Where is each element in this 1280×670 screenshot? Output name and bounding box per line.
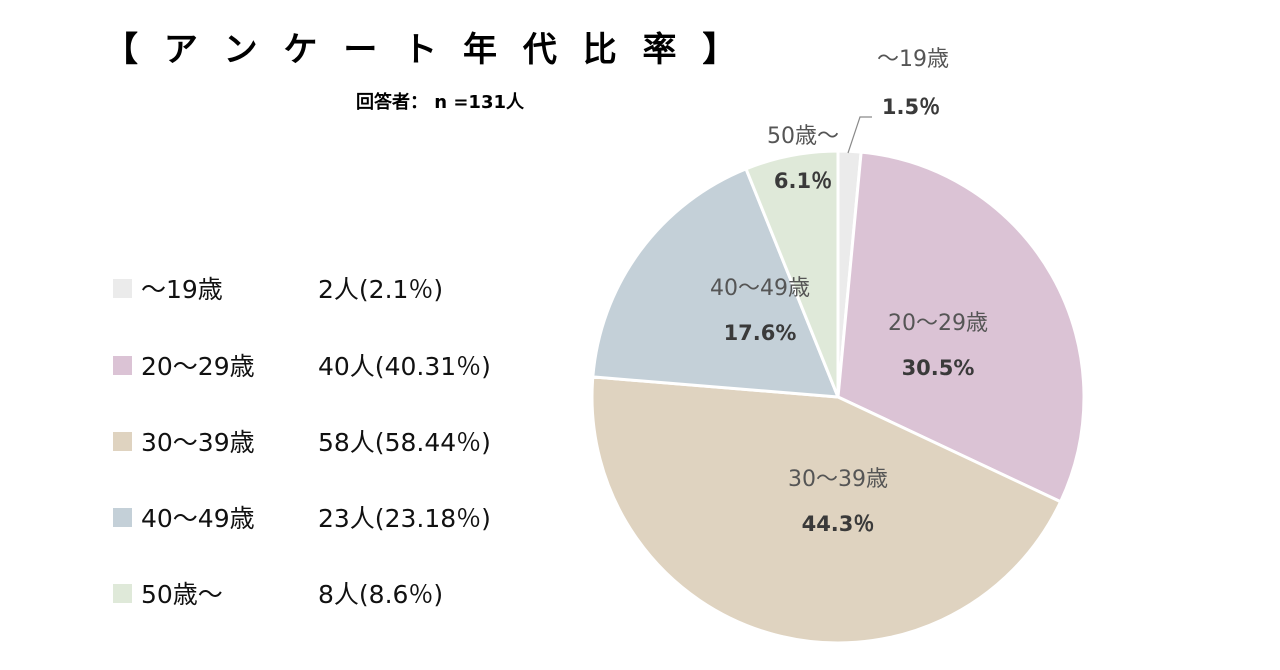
pie-slice-40-49 bbox=[591, 166, 841, 399]
pie-value-label: 6.1％ bbox=[774, 169, 832, 193]
legend-item-30-39: 30～39歳 58人(58.44％) bbox=[113, 421, 491, 461]
pie-category-label: 50歳～ bbox=[767, 124, 839, 149]
legend-swatch bbox=[113, 583, 132, 603]
legend-category: ～19歳 bbox=[141, 275, 223, 304]
legend-item-40-49: 40～49歳 23人(23.18％) bbox=[113, 497, 491, 537]
pie-slice-50-plus bbox=[744, 149, 840, 398]
pie-value-label: 17.6% bbox=[724, 321, 797, 345]
legend-item-under-19: ～19歳 2人(2.1％) bbox=[113, 268, 443, 308]
legend-swatch bbox=[113, 507, 132, 527]
pie-category-label: 30～39歳 bbox=[788, 467, 888, 492]
legend-category: 50歳～ bbox=[141, 580, 223, 609]
pie-value-label: 44.3％ bbox=[802, 512, 875, 536]
pie-category-label: 20～29歳 bbox=[888, 311, 988, 336]
chart-title: 【 ア ン ケ ー ト 年 代 比 率 】 bbox=[104, 30, 744, 70]
legend-category: 30～39歳 bbox=[141, 428, 255, 457]
legend-item-50-plus: 50歳～ 8人(8.6％) bbox=[113, 573, 443, 613]
legend-category: 40～49歳 bbox=[141, 504, 255, 533]
pie-category-label: ～19歳 bbox=[877, 47, 949, 72]
legend-item-20-29: 20～29歳 40人(40.31％) bbox=[113, 345, 491, 385]
legend-swatch bbox=[113, 278, 132, 298]
legend-value: 58人(58.44％) bbox=[318, 428, 491, 457]
legend-value: 40人(40.31％) bbox=[318, 352, 491, 381]
pie-slice-30-39 bbox=[590, 375, 1063, 645]
pie-value-label: 1.5％ bbox=[882, 95, 940, 119]
legend-value: 23人(23.18％) bbox=[318, 504, 491, 533]
pie-leader-line bbox=[847, 116, 872, 154]
legend-swatch bbox=[113, 355, 132, 375]
legend-value: 2人(2.1％) bbox=[318, 275, 444, 304]
legend-value: 8人(8.6％) bbox=[318, 580, 444, 609]
pie-category-label: 40～49歳 bbox=[710, 276, 810, 301]
chart-subtitle: 回答者： n =131人 bbox=[356, 92, 525, 113]
legend-swatch bbox=[113, 431, 132, 451]
pie-slice-20-29 bbox=[836, 150, 1086, 504]
legend-category: 20～29歳 bbox=[141, 352, 255, 381]
pie-value-label: 30.5% bbox=[902, 356, 975, 380]
